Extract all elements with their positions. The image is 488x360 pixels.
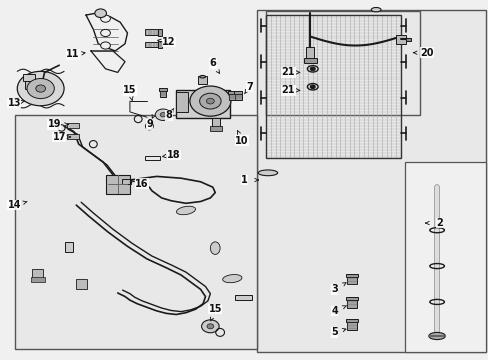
Circle shape xyxy=(310,85,315,89)
Bar xyxy=(176,92,188,112)
Bar xyxy=(76,279,87,289)
Text: 3: 3 xyxy=(331,284,337,294)
Circle shape xyxy=(160,113,165,117)
Bar xyxy=(395,35,406,44)
Ellipse shape xyxy=(199,76,205,78)
Circle shape xyxy=(17,71,64,106)
Bar xyxy=(346,300,356,308)
Ellipse shape xyxy=(222,275,242,283)
Bar xyxy=(228,94,235,100)
Bar xyxy=(66,123,79,128)
Bar xyxy=(266,15,400,158)
Bar xyxy=(22,74,35,81)
Bar xyxy=(15,116,256,348)
Bar xyxy=(144,156,160,160)
Bar xyxy=(234,94,241,100)
Bar xyxy=(65,242,73,252)
Text: 21: 21 xyxy=(281,67,295,77)
Ellipse shape xyxy=(370,8,380,12)
Text: 10: 10 xyxy=(235,136,248,145)
Text: 20: 20 xyxy=(420,48,433,58)
Bar xyxy=(158,41,162,48)
Circle shape xyxy=(101,15,110,22)
Text: 8: 8 xyxy=(165,111,172,121)
Bar xyxy=(144,30,158,35)
Circle shape xyxy=(206,324,213,329)
Circle shape xyxy=(27,78,54,99)
Bar xyxy=(31,277,44,282)
Ellipse shape xyxy=(258,170,277,176)
Text: 21: 21 xyxy=(281,85,295,95)
Bar xyxy=(234,295,252,300)
Text: 5: 5 xyxy=(331,327,337,337)
Text: 15: 15 xyxy=(123,85,136,95)
Bar xyxy=(256,10,485,352)
Circle shape xyxy=(189,86,230,116)
Text: 6: 6 xyxy=(209,58,216,68)
Circle shape xyxy=(95,9,106,18)
Bar xyxy=(346,323,356,330)
Circle shape xyxy=(101,30,110,37)
Bar xyxy=(234,91,242,94)
Bar xyxy=(228,91,236,94)
Bar xyxy=(122,179,131,184)
Ellipse shape xyxy=(210,242,220,255)
Text: 15: 15 xyxy=(208,304,222,314)
Bar xyxy=(144,41,158,47)
Bar xyxy=(176,90,229,118)
Bar xyxy=(159,89,167,91)
Text: 13: 13 xyxy=(8,98,21,108)
Text: 18: 18 xyxy=(166,150,180,160)
Text: 19: 19 xyxy=(47,120,61,129)
Bar xyxy=(346,277,356,284)
Bar xyxy=(32,269,43,279)
Text: 1: 1 xyxy=(241,175,247,185)
Text: 14: 14 xyxy=(8,200,21,210)
Bar xyxy=(25,81,32,89)
Circle shape xyxy=(206,98,214,104)
Bar xyxy=(304,58,316,63)
Bar xyxy=(406,38,410,41)
Circle shape xyxy=(101,42,110,49)
Bar xyxy=(345,274,357,277)
Circle shape xyxy=(155,109,170,121)
Text: 17: 17 xyxy=(52,132,66,142)
Ellipse shape xyxy=(176,206,195,215)
Text: 7: 7 xyxy=(245,82,252,92)
Text: 12: 12 xyxy=(162,37,175,47)
Bar xyxy=(159,91,166,96)
Text: 9: 9 xyxy=(146,120,152,129)
Bar xyxy=(405,162,485,352)
Ellipse shape xyxy=(428,332,445,339)
Circle shape xyxy=(199,93,221,109)
Bar xyxy=(345,297,357,300)
Circle shape xyxy=(36,85,45,92)
Circle shape xyxy=(310,67,315,71)
Bar xyxy=(345,319,357,323)
Text: 2: 2 xyxy=(435,218,442,228)
Bar xyxy=(105,175,130,194)
Bar xyxy=(158,29,162,36)
Text: 11: 11 xyxy=(66,49,80,59)
Circle shape xyxy=(201,320,219,333)
Text: 16: 16 xyxy=(135,179,148,189)
Bar xyxy=(209,126,221,131)
Bar xyxy=(211,118,219,127)
Bar xyxy=(198,76,206,84)
Bar xyxy=(266,12,419,116)
Text: 4: 4 xyxy=(331,306,337,316)
Bar xyxy=(306,47,314,58)
Bar xyxy=(66,134,79,139)
